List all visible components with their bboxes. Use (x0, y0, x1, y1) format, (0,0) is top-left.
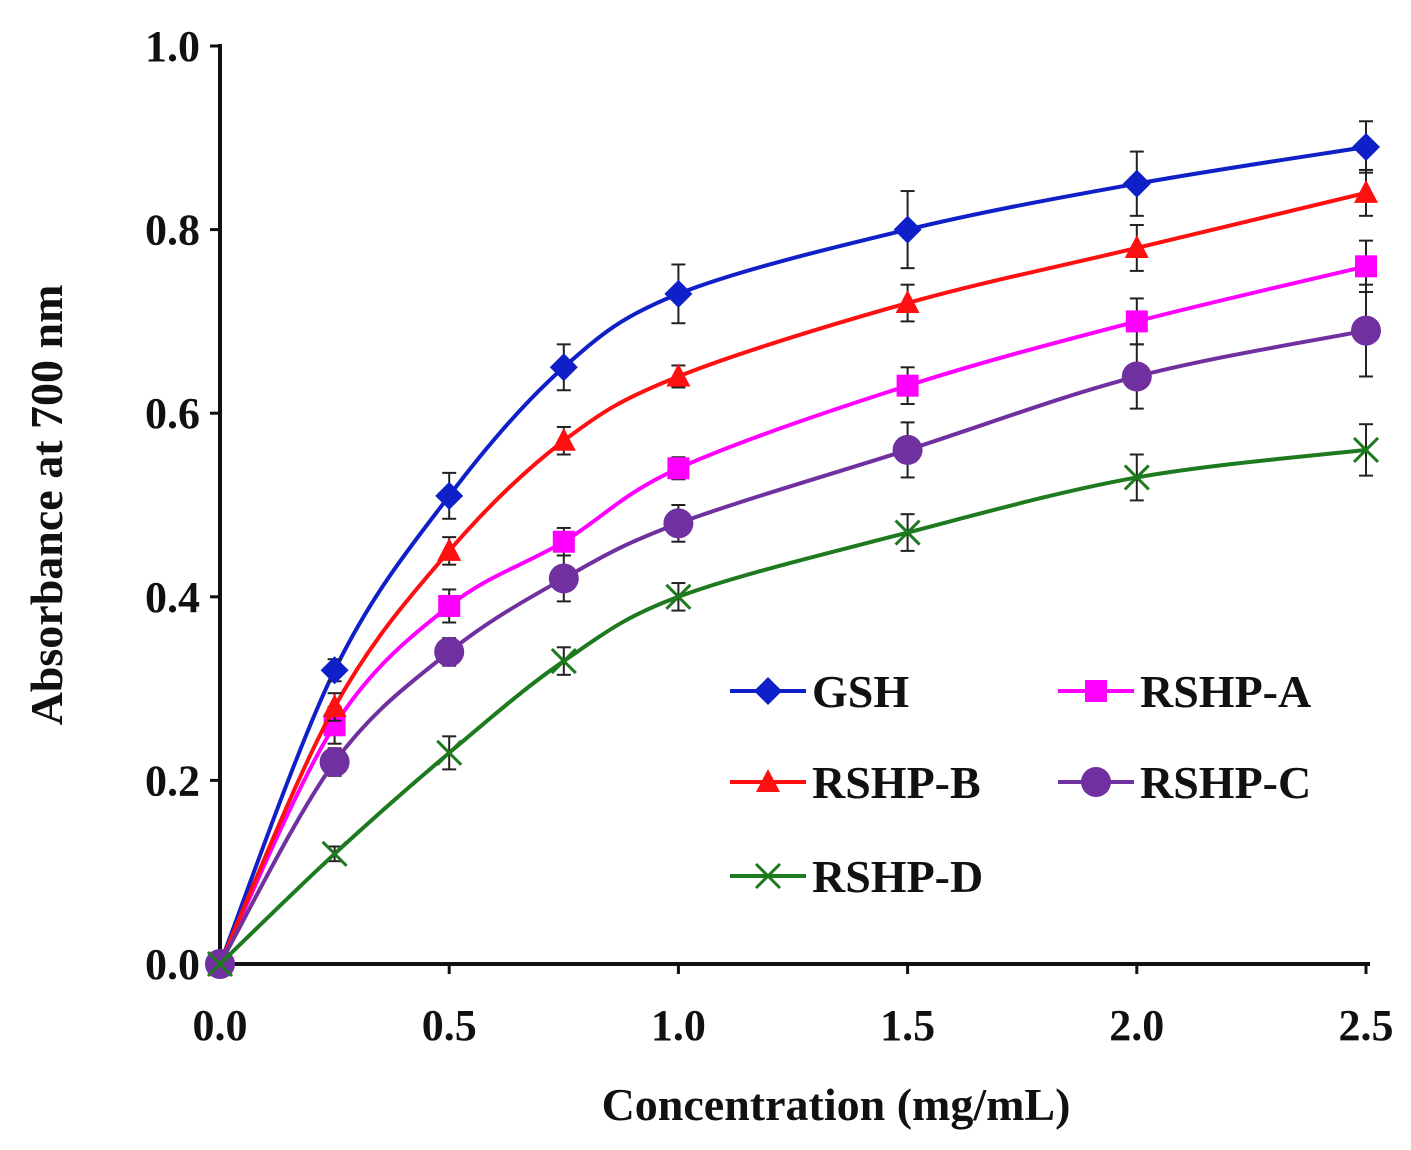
series-line-rshp-a (218, 264, 1367, 965)
data-point-rshp-d-stroke (436, 739, 463, 766)
data-point-rshp-c (548, 563, 579, 594)
x-tick-label: 1.5 (880, 1001, 935, 1050)
data-point-rshp-d (894, 519, 921, 546)
series-layer (205, 120, 1381, 979)
legend-marker (1081, 767, 1111, 797)
series-rshp-c (205, 283, 1381, 979)
data-point-rshp-b (1354, 179, 1378, 203)
data-point-rshp-d (321, 840, 348, 867)
data-point-gsh (893, 215, 922, 244)
legend-item-rshp-d: RSHP-D (730, 851, 983, 902)
series-gsh (206, 120, 1380, 978)
data-point-rshp-d-stroke (1352, 436, 1380, 463)
legend-item-rshp-a: RSHP-A (1058, 666, 1311, 717)
data-point-rshp-c (892, 434, 923, 465)
x-axis-title: Concentration (mg/mL) (602, 1079, 1071, 1130)
data-point-gsh (435, 481, 464, 510)
y-tick-label: 0.0 (145, 940, 200, 989)
legend-marker (754, 862, 782, 890)
legend-item-rshp-c: RSHP-C (1058, 757, 1311, 808)
ticks: 0.0 0.2 0.4 0.6 0.8 1.0 0.0 0.5 1.0 1.5 2.0 2.5 (145, 22, 1394, 1050)
series-rshp-a (209, 239, 1377, 975)
data-point-rshp-d (550, 647, 577, 675)
data-point-gsh (1122, 169, 1151, 198)
data-point-rshp-c (1121, 361, 1152, 392)
data-point-rshp-b (551, 427, 576, 451)
data-point-rshp-c (319, 747, 350, 778)
legend-marker (754, 677, 782, 705)
y-tick-label: 1.0 (145, 22, 200, 71)
legend: GSH RSHP-A RSHP-B RSHP-C RSHP-D (730, 666, 1311, 902)
x-tick-label: 0.0 (193, 1001, 248, 1050)
data-point-rshp-b (437, 537, 462, 561)
y-tick-label: 0.6 (145, 389, 200, 438)
data-point-rshp-d (1352, 436, 1380, 463)
data-point-rshp-d-stroke (550, 647, 577, 675)
legend-label: GSH (812, 666, 909, 717)
legend-label: RSHP-C (1140, 757, 1311, 808)
series-rshp-b (208, 168, 1378, 974)
legend-marker (1085, 680, 1107, 702)
data-point-rshp-c (434, 636, 465, 667)
data-point-rshp-d-stroke (665, 583, 692, 610)
data-point-rshp-a (896, 374, 919, 397)
y-tick-label: 0.8 (145, 206, 200, 255)
data-point-gsh (664, 279, 693, 308)
data-point-gsh (549, 353, 578, 382)
data-point-rshp-d-stroke (1123, 464, 1150, 491)
data-point-rshp-d (665, 583, 692, 610)
data-point-rshp-d (1123, 464, 1150, 491)
data-point-rshp-b (895, 290, 920, 314)
y-tick-label: 0.4 (145, 573, 200, 622)
data-point-rshp-b (666, 363, 691, 387)
y-axis-title: Absorbance at 700 nm (21, 285, 72, 726)
data-point-rshp-d-stroke (894, 519, 921, 546)
data-point-rshp-d (436, 739, 463, 766)
data-point-rshp-b (322, 693, 347, 717)
legend-item-gsh: GSH (730, 666, 909, 717)
data-point-rshp-b (1124, 234, 1149, 258)
series-line-gsh (218, 145, 1367, 965)
data-point-rshp-a (1355, 255, 1377, 278)
legend-label: RSHP-A (1140, 666, 1311, 717)
legend-marker-stroke (754, 862, 782, 890)
data-point-rshp-d-stroke (206, 950, 234, 978)
data-point-gsh (1352, 132, 1380, 161)
legend-item-rshp-b: RSHP-B (730, 757, 981, 808)
legend-label: RSHP-D (812, 851, 983, 902)
data-point-rshp-a (438, 594, 461, 617)
data-point-rshp-a (1125, 310, 1148, 333)
data-point-rshp-a (552, 530, 575, 553)
data-point-rshp-d (206, 950, 234, 978)
x-tick-label: 2.0 (1109, 1001, 1164, 1050)
x-tick-label: 0.5 (422, 1001, 477, 1050)
data-point-rshp-d-stroke (321, 840, 348, 867)
y-tick-label: 0.2 (145, 756, 200, 805)
x-tick-label: 1.0 (651, 1001, 706, 1050)
data-point-gsh (320, 656, 349, 685)
data-point-rshp-c (663, 508, 694, 539)
legend-label: RSHP-B (812, 757, 981, 808)
data-point-rshp-a (667, 457, 690, 480)
x-tick-label: 2.5 (1339, 1001, 1394, 1050)
series-rshp-d (206, 423, 1380, 978)
legend-marker (756, 769, 780, 792)
data-point-rshp-c (1351, 315, 1381, 346)
axes (218, 44, 1370, 966)
